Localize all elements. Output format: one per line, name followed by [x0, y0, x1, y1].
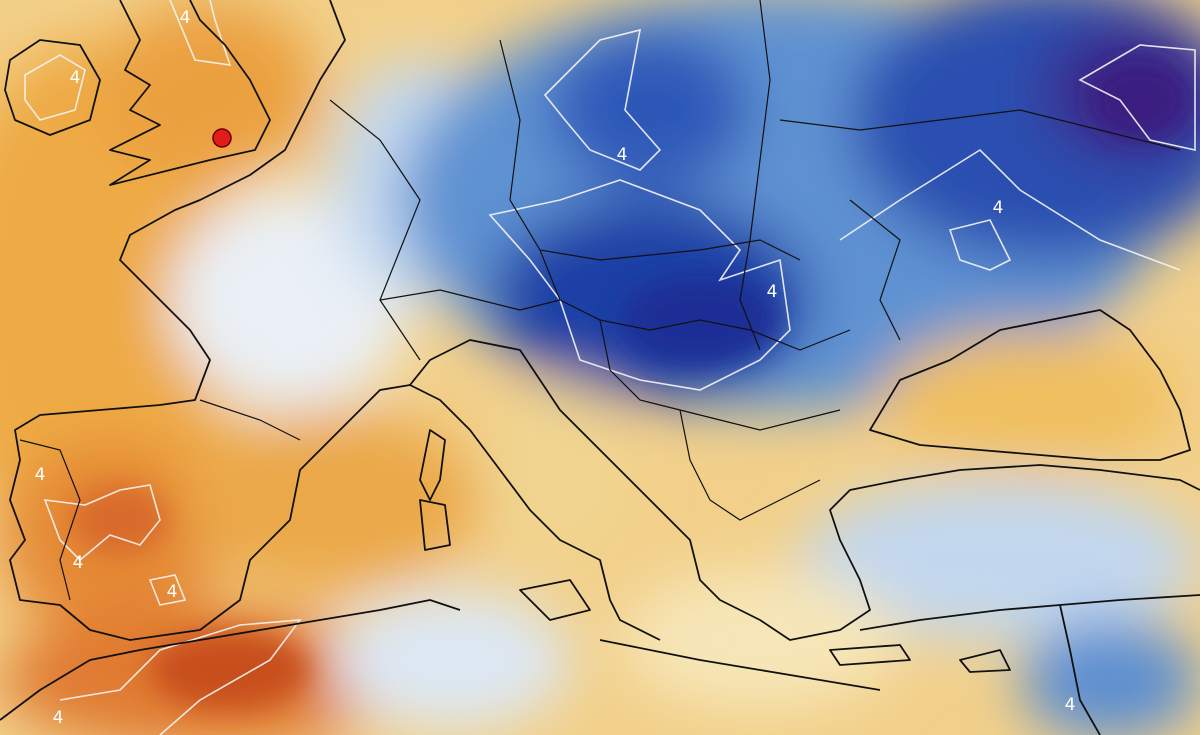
- contour-label: 4: [993, 198, 1004, 218]
- contours: [24, 0, 1196, 735]
- contour-label: 4: [617, 145, 628, 165]
- contour-label: 4: [167, 582, 178, 602]
- borders: [19, 0, 1181, 601]
- contour-label: 4: [35, 465, 46, 485]
- location-marker: [212, 128, 232, 148]
- contour-label: 4: [70, 68, 81, 88]
- contour-label: 4: [73, 553, 84, 573]
- contour-label: 4: [767, 282, 778, 302]
- contour-label: 4: [53, 708, 64, 728]
- contour-labels: 4 4 4 4 4 4 4 4 4 4: [35, 8, 1076, 728]
- contour-label: 4: [1065, 695, 1076, 715]
- contour-label: 4: [180, 8, 191, 28]
